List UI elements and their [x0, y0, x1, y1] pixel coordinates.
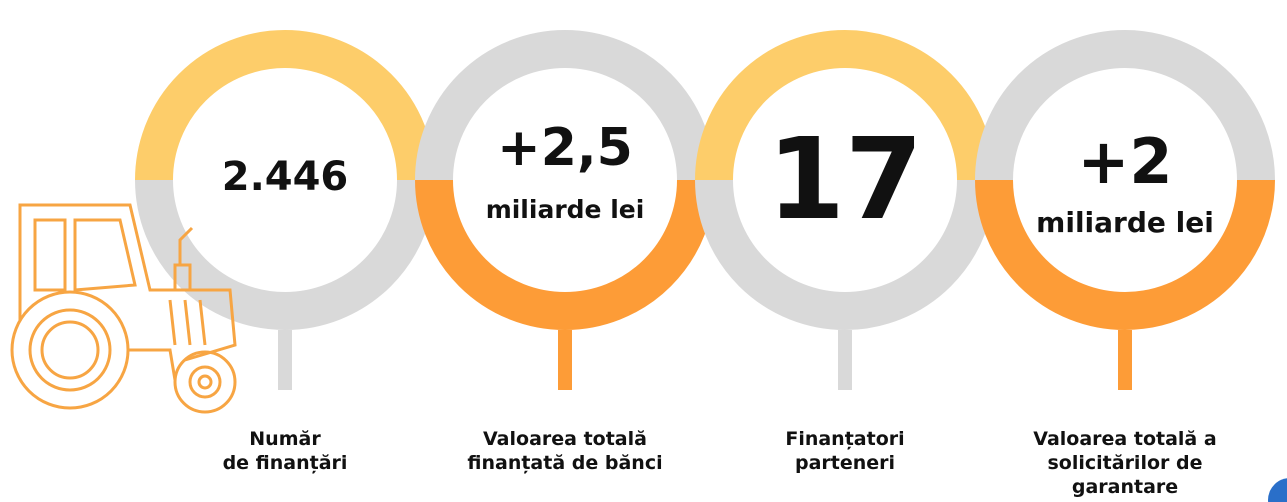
ring-bottom: [975, 179, 1275, 330]
stat-unit: miliarde lei: [1036, 206, 1214, 239]
stem: [278, 330, 292, 390]
stem: [838, 330, 852, 390]
stat-label: solicitărilor de: [1048, 452, 1203, 474]
stat-value: +2: [1077, 125, 1172, 198]
stem: [1118, 330, 1132, 390]
stat-label: parteneri: [795, 452, 895, 474]
stat-value: 2.446: [222, 154, 349, 200]
stat-unit: miliarde lei: [486, 195, 645, 224]
ring-top: [695, 30, 995, 181]
stat-label: Valoarea totală: [483, 428, 647, 450]
ring-top: [415, 30, 715, 181]
stat-label: garantare: [1072, 476, 1178, 498]
corner-badge: [1268, 478, 1287, 502]
ring-bottom: [135, 179, 435, 330]
ring-bottom: [415, 179, 715, 330]
stat-value: 17: [767, 115, 923, 245]
rings: [135, 30, 1275, 390]
stat-label: Număr: [249, 428, 321, 450]
tractor-icon: [10, 203, 237, 414]
ring-top: [135, 30, 435, 181]
stat-label: finanțată de bănci: [467, 452, 662, 474]
stat-label: de finanțări: [223, 452, 348, 474]
stat-label: Valoarea totală a: [1033, 428, 1216, 450]
ring-bottom: [695, 179, 995, 330]
ring-top: [975, 30, 1275, 181]
stat-value: +2,5: [497, 118, 633, 178]
stem: [558, 330, 572, 390]
stat-label: Finanțatori: [785, 428, 904, 450]
